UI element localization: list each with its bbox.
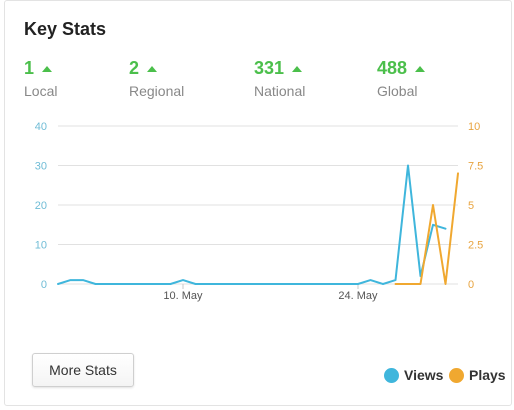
y-left-tick-label: 10	[35, 240, 47, 252]
triangle-up-icon	[42, 65, 53, 72]
triangle-up-icon	[292, 65, 303, 72]
x-tick-label: 24. May	[338, 290, 378, 302]
series-line-plays	[394, 172, 459, 285]
legend-label-views: Views	[404, 367, 444, 383]
stat-global: 488 Global	[377, 56, 426, 99]
x-tick-label: 10. May	[163, 290, 203, 302]
views-legend-dot	[384, 367, 399, 383]
y-right-tick-label: 5	[468, 200, 474, 212]
plays-legend-dot	[449, 367, 464, 383]
y-left-tick-label: 20	[35, 200, 47, 212]
y-left-tick-label: 30	[35, 161, 47, 173]
more-stats-button[interactable]: More Stats	[32, 353, 134, 387]
stat-regional: 2 Regional	[129, 56, 185, 100]
card-title: Key Stats	[24, 19, 107, 39]
y-right-tick-label: 0	[468, 279, 474, 291]
legend-label-plays: Plays	[469, 367, 506, 383]
stat-national: 331 National	[254, 56, 306, 100]
stat-global-label: Global	[377, 83, 418, 99]
stat-regional-label: Regional	[129, 83, 185, 99]
legend-item-plays[interactable]: Plays	[449, 367, 506, 383]
stat-local-label: Local	[24, 83, 58, 99]
stat-national-value: 331	[254, 57, 285, 78]
y-right-tick-label: 7.5	[468, 161, 483, 173]
triangle-up-icon	[415, 65, 426, 72]
y-right-tick-label: 10	[468, 121, 480, 133]
stat-national-label: National	[254, 83, 306, 99]
stat-local: 1 Local	[24, 56, 58, 100]
stat-regional-value: 2	[129, 57, 140, 78]
y-left-tick-label: 0	[41, 279, 47, 291]
legend-item-views[interactable]: Views	[384, 367, 443, 383]
key-stats-card: Key Stats 1 Local 2 Regional 331 Nationa…	[4, 0, 512, 406]
triangle-up-icon	[147, 65, 158, 72]
stat-global-value: 488	[377, 57, 408, 78]
y-left-tick-label: 40	[35, 121, 47, 133]
stat-local-value: 1	[24, 57, 35, 78]
series-line-views	[57, 164, 447, 285]
y-right-tick-label: 2.5	[468, 240, 483, 252]
